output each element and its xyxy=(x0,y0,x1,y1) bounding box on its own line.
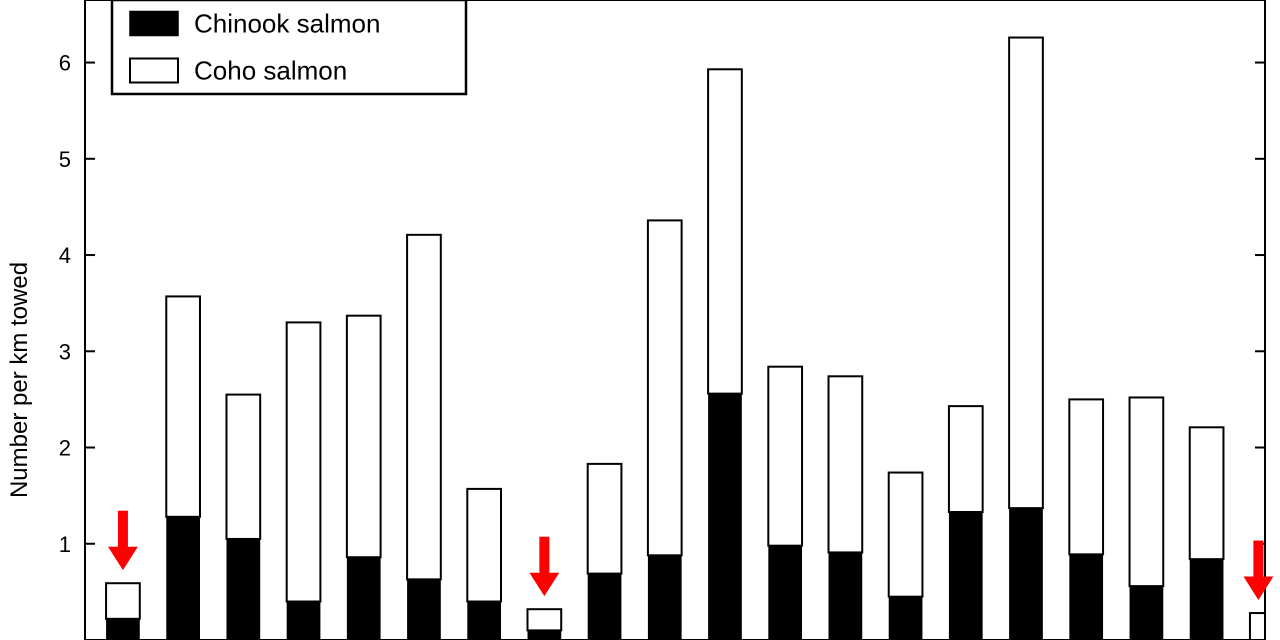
arrow-head xyxy=(530,573,558,595)
arrow-head xyxy=(1244,577,1272,599)
bar-coho xyxy=(226,395,260,539)
bar-chinook xyxy=(467,602,501,640)
bar-chinook xyxy=(588,574,622,640)
bar-coho xyxy=(648,220,682,555)
bar-coho xyxy=(1190,427,1224,559)
bar-chinook xyxy=(528,630,562,640)
bar-coho xyxy=(287,322,321,601)
bar-chinook xyxy=(1009,508,1043,640)
bar-chinook xyxy=(889,597,923,640)
arrow-body xyxy=(1254,541,1263,577)
bar-coho xyxy=(588,464,622,574)
y-axis-label: Number per km towed xyxy=(6,262,33,498)
y-tick-label: 3 xyxy=(59,339,71,364)
bar-chinook xyxy=(407,579,441,640)
bar-chinook xyxy=(287,602,321,640)
y-tick-label: 1 xyxy=(59,532,71,557)
bar-chinook xyxy=(708,394,742,640)
y-tick-label: 6 xyxy=(59,51,71,76)
legend-label: Chinook salmon xyxy=(194,9,380,39)
bar-chinook xyxy=(106,619,140,640)
bar-chinook xyxy=(347,557,381,640)
legend-label: Coho salmon xyxy=(194,56,347,86)
bar-coho xyxy=(106,583,140,619)
bar-chinook xyxy=(648,555,682,640)
bar-coho xyxy=(708,69,742,393)
bar-chinook xyxy=(1190,559,1224,640)
bar-coho xyxy=(768,367,802,546)
bar-chinook xyxy=(226,539,260,640)
bar-coho xyxy=(528,609,562,630)
bar-chinook xyxy=(768,546,802,640)
salmon-stacked-bar-chart: 1 2 3 4 5 6 Number per km towed Chinook salmo… xyxy=(0,0,1280,640)
bar-coho xyxy=(1130,397,1164,586)
legend: Chinook salmon Coho salmon xyxy=(112,0,466,94)
arrow-body xyxy=(540,537,549,573)
y-tick-label: 5 xyxy=(59,147,71,172)
bar-coho xyxy=(1009,38,1043,509)
bar-coho xyxy=(889,473,923,597)
y-tick-label: 2 xyxy=(59,436,71,461)
bar-coho-partial xyxy=(1250,613,1265,640)
arrow-head xyxy=(109,547,137,569)
bars-group xyxy=(106,38,1265,640)
bar-coho xyxy=(166,296,200,516)
bar-coho xyxy=(407,235,441,580)
bar-chinook xyxy=(166,517,200,640)
bar-coho xyxy=(1069,399,1103,554)
legend-swatch xyxy=(130,59,178,83)
bar-chinook xyxy=(949,512,983,640)
bar-chinook xyxy=(1130,586,1164,640)
bar-coho xyxy=(347,316,381,558)
legend-swatch xyxy=(130,12,178,36)
bar-chinook xyxy=(1069,554,1103,640)
arrow-body xyxy=(118,511,127,547)
y-tick-label: 4 xyxy=(59,243,71,268)
bar-coho xyxy=(829,376,863,552)
bar-coho xyxy=(467,489,501,602)
bar-chinook xyxy=(829,552,863,640)
bar-coho xyxy=(949,406,983,512)
